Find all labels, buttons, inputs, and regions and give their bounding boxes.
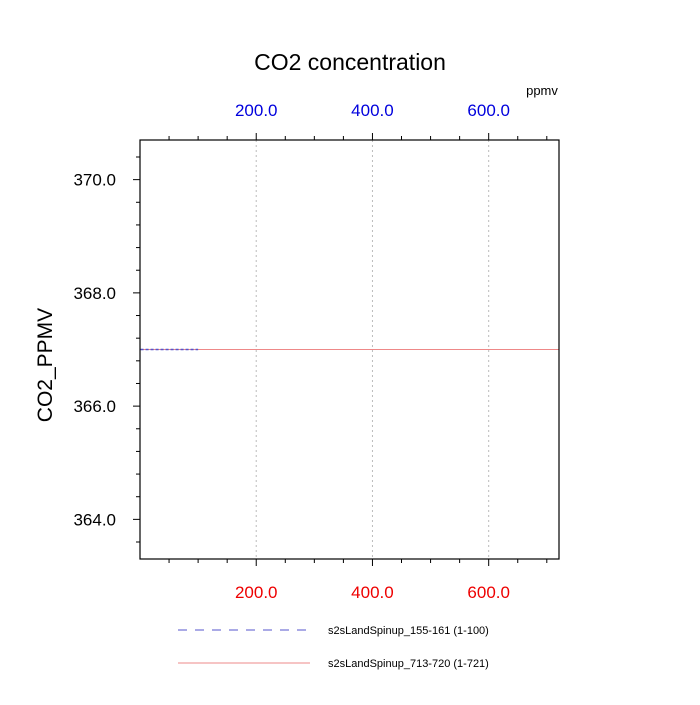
y-tick-label: 368.0: [73, 284, 116, 303]
legend: s2sLandSpinup_155-161 (1-100) s2sLandSpin…: [178, 625, 489, 670]
x-tick-label-top: 400.0: [351, 101, 394, 120]
top-axis-unit-label: ppmv: [526, 83, 558, 98]
axis-ticks: [133, 133, 548, 566]
plot-frame: [139, 139, 560, 560]
y-tick-label: 370.0: [73, 171, 116, 190]
y-tick-label: 366.0: [73, 397, 116, 416]
y-axis-label: CO2_PPMV: [34, 308, 57, 422]
x-tick-label-bottom: 400.0: [351, 583, 394, 602]
legend-label-1: s2sLandSpinup_155-161 (1-100): [328, 625, 489, 637]
x-tick-label-top: 200.0: [235, 101, 278, 120]
x-tick-label-top: 600.0: [467, 101, 510, 120]
chart-title: CO2 concentration: [254, 49, 446, 75]
tick-labels: 200.0 200.0 400.0 400.0 600.0 600.0 364.0 366.0…: [73, 101, 510, 602]
y-tick-label: 364.0: [73, 510, 116, 529]
x-tick-label-bottom: 200.0: [235, 583, 278, 602]
x-tick-label-bottom: 600.0: [467, 583, 510, 602]
legend-label-2: s2sLandSpinup_713-720 (1-721): [328, 658, 489, 670]
